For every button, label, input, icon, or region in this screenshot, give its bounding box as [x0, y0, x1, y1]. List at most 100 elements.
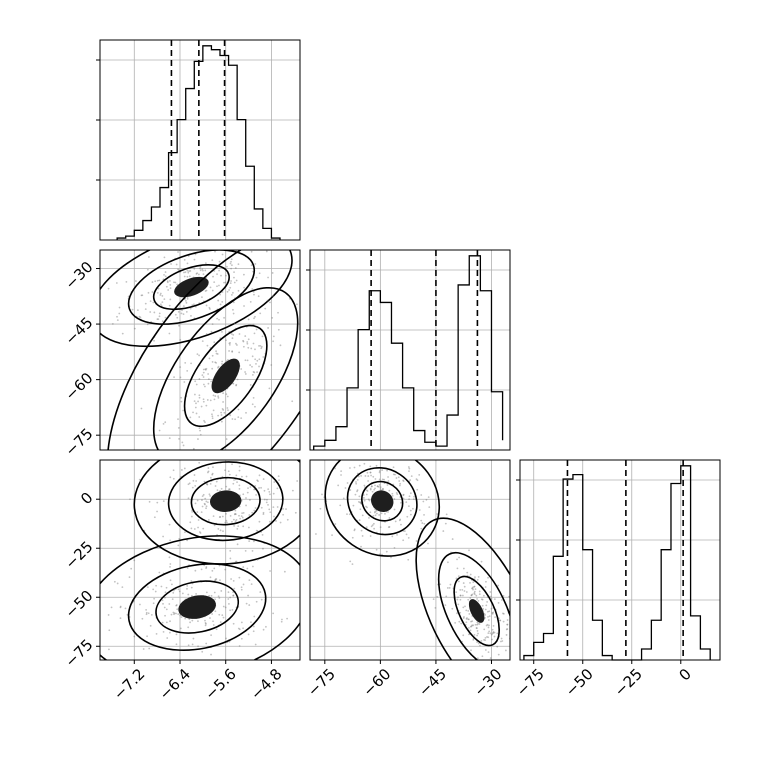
scatter-point — [369, 465, 372, 468]
contour-level-3 — [152, 264, 230, 311]
scatter-point — [381, 478, 384, 481]
scatter-point — [497, 602, 500, 604]
scatter-point — [489, 591, 492, 593]
scatter-point — [506, 623, 509, 626]
scatter-point — [152, 588, 155, 591]
scatter-point — [266, 498, 268, 501]
scatter-point — [235, 342, 237, 345]
scatter-point — [221, 407, 224, 410]
scatter-point — [405, 501, 408, 504]
scatter-point — [493, 635, 496, 638]
scatter-point — [129, 498, 131, 501]
scatter-point — [211, 413, 213, 416]
scatter-point — [230, 258, 233, 261]
scatter-point — [199, 532, 202, 534]
scatter-point — [501, 640, 504, 642]
scatter-point — [231, 418, 234, 420]
scatter-point — [191, 510, 194, 513]
scatter-point — [108, 648, 110, 651]
scatter-point — [233, 281, 236, 284]
scatter-point — [398, 480, 401, 482]
pair-plot-1-2 — [100, 233, 300, 498]
scatter-point — [250, 621, 252, 624]
scatter-point — [157, 318, 160, 321]
scatter-point — [367, 456, 369, 458]
scatter-point — [409, 479, 412, 481]
scatter-point — [456, 612, 458, 615]
scatter-point — [202, 376, 205, 378]
scatter-point — [192, 447, 195, 450]
scatter-point — [469, 573, 472, 576]
scatter-point — [215, 361, 218, 364]
scatter-point — [242, 340, 245, 343]
scatter-point — [474, 588, 477, 591]
scatter-point — [500, 637, 503, 640]
scatter-point — [251, 565, 254, 568]
scatter-point — [193, 400, 196, 403]
scatter-point — [302, 489, 304, 491]
x-tick-label: −60 — [359, 665, 394, 700]
scatter-point — [221, 301, 224, 303]
scatter-point — [379, 488, 382, 490]
scatter-point — [194, 496, 196, 498]
scatter-point — [379, 486, 382, 489]
scatter-point — [230, 333, 233, 335]
scatter-point — [434, 606, 437, 609]
scatter-point — [256, 530, 259, 532]
scatter-point — [235, 518, 238, 521]
scatter-point — [110, 606, 113, 609]
scatter-point — [369, 471, 372, 474]
scatter-point — [173, 281, 175, 284]
scatter-point — [230, 267, 232, 270]
scatter-point — [370, 525, 373, 528]
scatter-point — [194, 253, 197, 256]
pair-plot-1-3 — [100, 460, 304, 660]
scatter-point — [186, 567, 189, 569]
scatter-point — [218, 564, 221, 567]
scatter-point — [245, 497, 247, 499]
scatter-point — [177, 544, 180, 547]
contour-level-2 — [127, 250, 256, 325]
scatter-point — [470, 620, 472, 623]
scatter-point — [484, 616, 486, 619]
scatter-point — [212, 624, 215, 626]
scatter-point — [273, 481, 276, 483]
scatter-point — [225, 485, 228, 488]
scatter-point — [217, 365, 220, 368]
scatter-point — [280, 620, 283, 623]
scatter-point — [212, 409, 215, 412]
scatter-point — [185, 463, 187, 465]
scatter-point — [262, 356, 265, 358]
scatter-point — [209, 576, 212, 579]
scatter-point — [472, 588, 474, 591]
scatter-point — [470, 594, 473, 597]
scatter-point — [279, 344, 282, 347]
scatter-point — [253, 332, 256, 335]
scatter-point — [169, 539, 172, 542]
scatter-point — [368, 516, 370, 519]
scatter-point — [220, 414, 223, 416]
scatter-point — [177, 588, 180, 591]
scatter-point — [264, 233, 266, 235]
scatter-point — [448, 587, 451, 589]
scatter-point — [187, 593, 190, 596]
scatter-point — [175, 612, 177, 615]
scatter-point — [340, 470, 343, 473]
scatter-point — [269, 301, 271, 304]
scatter-point — [212, 394, 215, 397]
scatter-point — [213, 270, 216, 272]
scatter-point — [192, 479, 195, 482]
scatter-point — [197, 438, 199, 440]
scatter-point — [365, 489, 368, 492]
scatter-point — [462, 582, 465, 584]
scatter-point — [485, 580, 487, 583]
scatter-point — [371, 524, 374, 527]
scatter-point — [230, 293, 233, 296]
scatter-point — [407, 536, 410, 539]
scatter-point — [285, 508, 287, 510]
scatter-point — [272, 612, 275, 615]
scatter-point — [219, 529, 222, 532]
scatter-point — [394, 520, 397, 523]
scatter-point — [177, 427, 180, 429]
scatter-point — [228, 488, 230, 491]
